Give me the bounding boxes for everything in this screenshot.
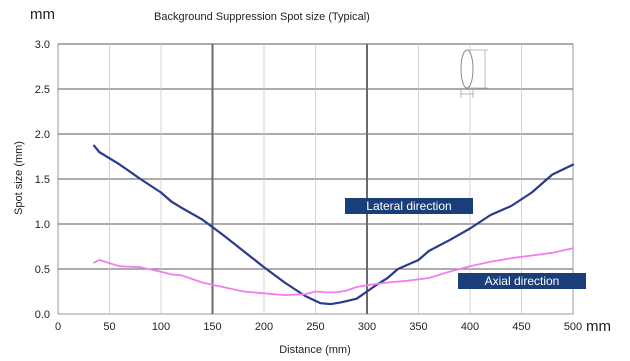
legend-lateral-box xyxy=(345,198,473,214)
chart-title: Background Suppression Spot size (Typica… xyxy=(154,11,370,23)
x-tick-label: 200 xyxy=(255,321,273,333)
x-tick-label: 500 xyxy=(564,321,582,333)
grid xyxy=(58,43,573,314)
x-tick-label: 100 xyxy=(152,321,170,333)
x-tick-label: 50 xyxy=(103,321,115,333)
spot-shape-icon xyxy=(460,49,488,98)
y-unit-label: mm xyxy=(30,6,55,23)
y-tick-label: 0.5 xyxy=(35,264,50,276)
x-tick-label: 450 xyxy=(512,321,530,333)
series-layer xyxy=(93,144,575,306)
x-tick-label: 300 xyxy=(358,321,376,333)
legend-lateral: Lateral direction xyxy=(345,198,473,214)
series-line-axial xyxy=(93,247,574,296)
x-tick-label: 400 xyxy=(461,321,479,333)
y-tick-label: 1.0 xyxy=(35,219,50,231)
y-tick-label: 3.0 xyxy=(35,39,50,51)
x-tick-label: 350 xyxy=(409,321,427,333)
y-tick-label: 2.5 xyxy=(35,84,50,96)
y-axis-title: Spot size (mm) xyxy=(13,141,25,215)
legend-axial: Axial direction xyxy=(458,273,586,289)
x-tick-label: 0 xyxy=(55,321,61,333)
legend-axial-box xyxy=(458,273,586,289)
y-tick-label: 1.5 xyxy=(35,174,50,186)
y-tick-label: 0.0 xyxy=(35,309,50,321)
legend-lateral-label: Lateral direction xyxy=(366,199,451,213)
x-tick-label: 150 xyxy=(203,321,221,333)
x-unit-label: mm xyxy=(586,318,611,335)
series-line-lateral xyxy=(93,144,575,306)
tick-labels: 0.0 0.5 1.0 1.5 2.0 2.5 3.0 0 50 100 150 200 250 300 3… xyxy=(35,39,582,333)
x-axis-title: Distance (mm) xyxy=(279,344,351,356)
y-tick-label: 2.0 xyxy=(35,129,50,141)
legend-axial-label: Axial direction xyxy=(485,274,560,288)
x-tick-label: 250 xyxy=(306,321,324,333)
